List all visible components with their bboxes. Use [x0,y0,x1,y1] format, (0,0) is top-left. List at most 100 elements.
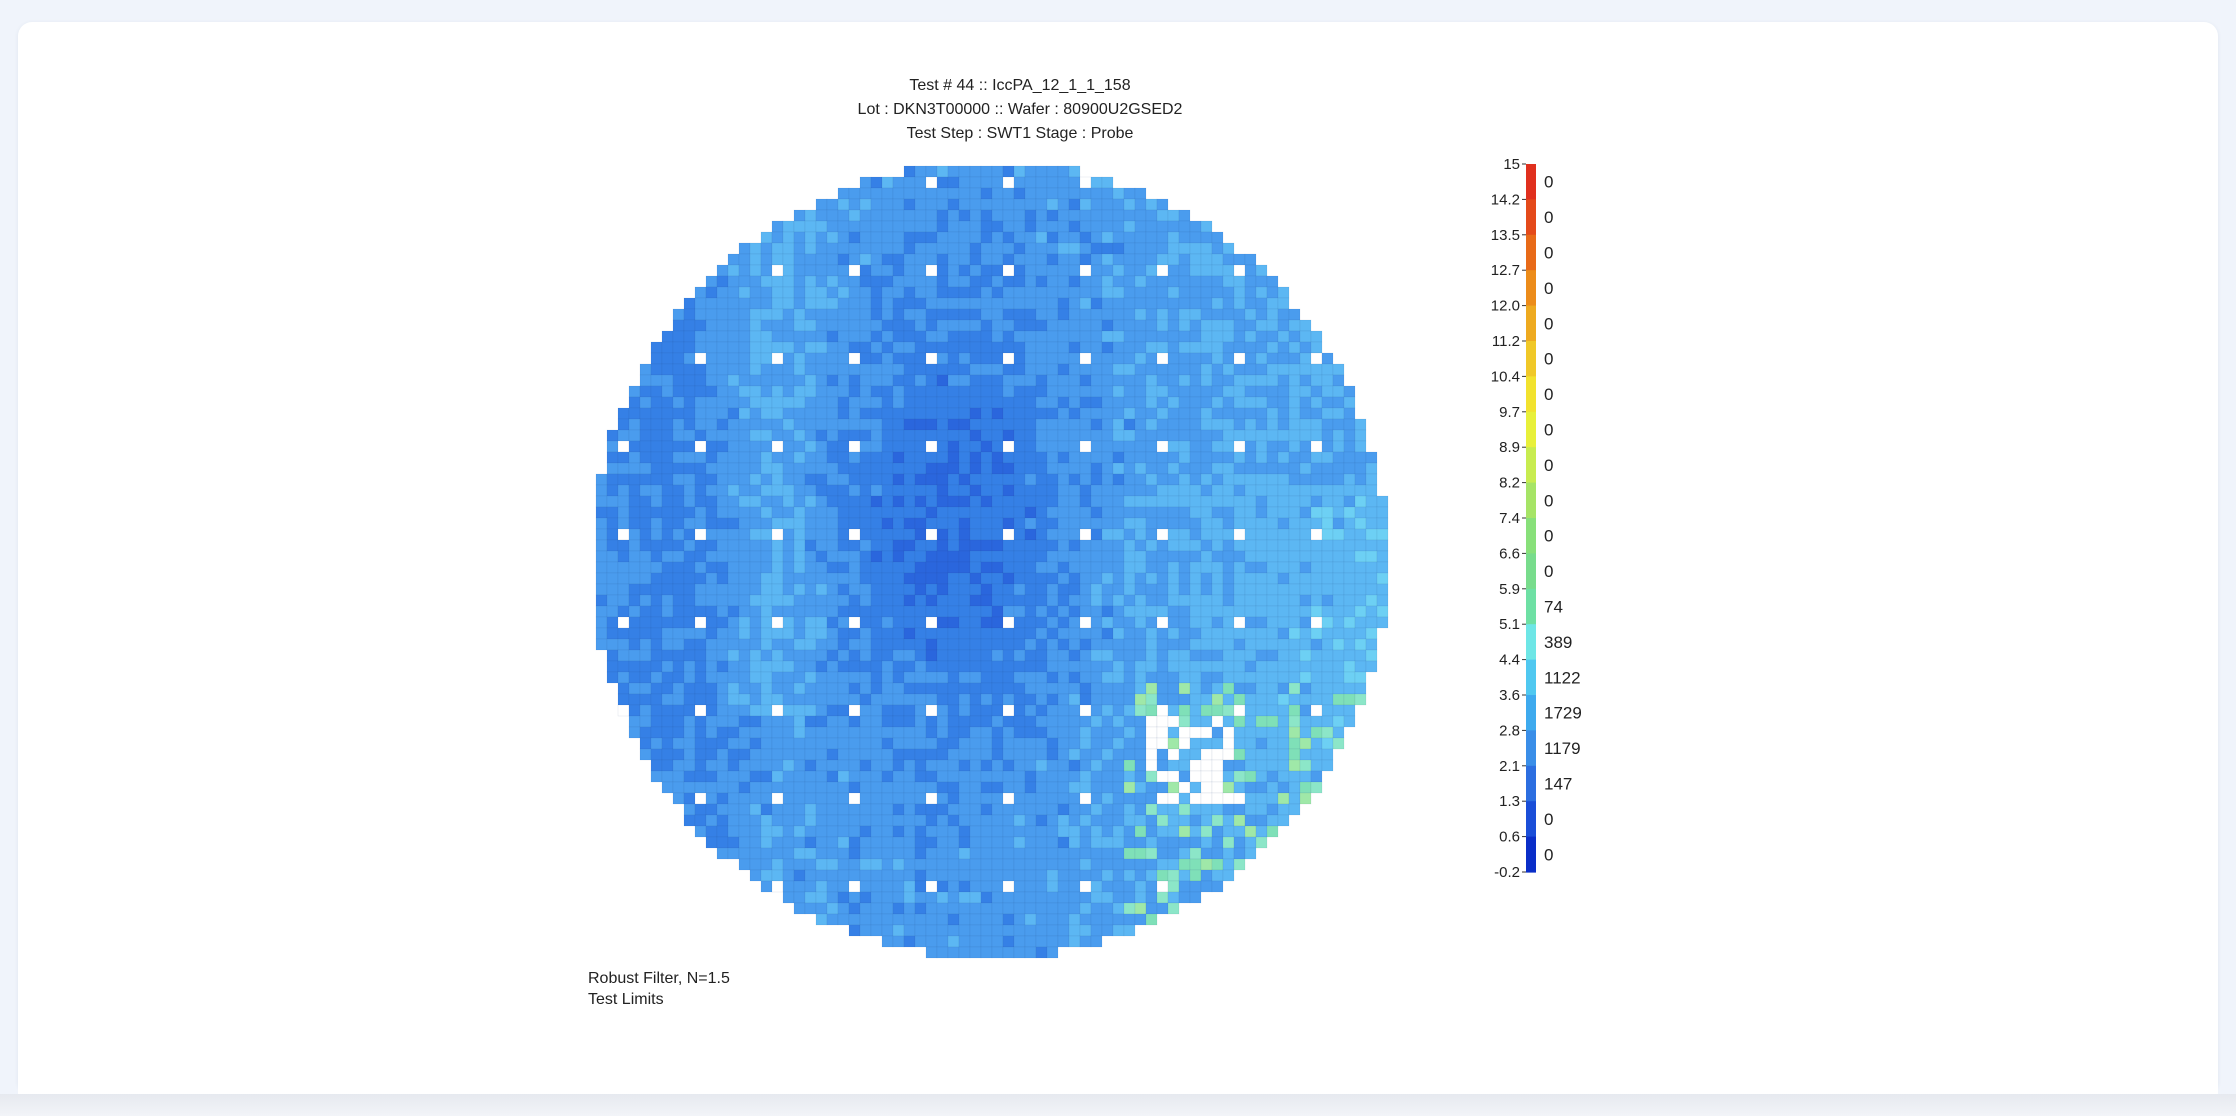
die-cell [881,913,894,926]
die-cell [870,748,883,761]
die-cell [1057,297,1070,310]
die-cell [1112,209,1125,222]
die-cell [639,539,652,552]
die-cell [837,638,850,651]
die-cell [804,495,817,508]
die-cell [1090,825,1103,838]
die-cell [1145,462,1158,475]
die-cell [1145,539,1158,552]
die-cell [881,484,894,497]
die-cell [815,242,828,255]
die-cell [837,352,850,365]
die-cell [859,231,872,244]
die-cell [1266,671,1279,684]
die-cell [870,363,883,376]
die-cell [1222,495,1235,508]
die-cell [903,528,916,541]
die-cell [980,770,993,783]
die-cell [1024,748,1037,761]
die-cell [1156,814,1169,827]
die-cell [903,935,916,948]
die-cell [771,330,784,343]
die-cell [1134,627,1147,640]
die-cell [947,352,960,365]
die-cell [1013,891,1026,904]
die-cell [980,286,993,299]
die-cell [771,374,784,387]
die-cell [1200,660,1213,673]
die-cell [606,660,619,673]
die-cell [1035,418,1048,431]
die-cell [1002,891,1015,904]
die-cell [1178,869,1191,882]
die-cell [1024,671,1037,684]
die-cell [1233,330,1246,343]
die-cell [1233,836,1246,849]
die-cell [848,528,861,541]
die-cell [782,605,795,618]
die-cell [1046,693,1059,706]
die-cell [903,165,916,178]
die-cell [980,660,993,673]
die-cell [1266,759,1279,772]
die-cell [1112,352,1125,365]
die-cell [1112,759,1125,772]
die-cell [1156,319,1169,332]
die-cell [969,583,982,596]
die-cell [1222,473,1235,486]
die-cell [848,737,861,750]
die-cell [606,671,619,684]
die-cell [848,627,861,640]
die-cell [1002,352,1015,365]
die-cell [1112,385,1125,398]
die-cell [793,880,806,893]
die-cell [958,286,971,299]
die-cell [1211,385,1224,398]
die-cell [1024,759,1037,772]
die-cell [1145,528,1158,541]
die-cell [1145,913,1158,926]
die-cell [650,748,663,761]
die-cell [1167,891,1180,904]
die-cell [936,726,949,739]
die-cell [1189,726,1202,739]
die-cell [1266,484,1279,497]
die-cell [1035,616,1048,629]
die-cell [1189,858,1202,871]
die-cell [1332,550,1345,563]
die-cell [848,451,861,464]
die-cell [826,429,839,442]
die-cell [1189,770,1202,783]
die-cell [881,836,894,849]
die-cell [793,561,806,574]
die-cell [1233,429,1246,442]
die-cell [1244,253,1257,266]
die-cell [958,704,971,717]
die-cell [1101,451,1114,464]
die-cell [925,495,938,508]
die-cell [1035,506,1048,519]
die-cell [1046,825,1059,838]
die-cell [991,924,1004,937]
die-cell [980,572,993,585]
die-cell [837,264,850,277]
die-cell [1354,418,1367,431]
die-cell [925,594,938,607]
die-cell [903,704,916,717]
die-cell [958,363,971,376]
die-cell [672,605,685,618]
die-cell [1233,440,1246,453]
die-cell [1310,517,1323,530]
die-cell [1101,275,1114,288]
die-cell [1332,418,1345,431]
die-cell [958,715,971,728]
die-cell [1145,484,1158,497]
die-cell [1145,660,1158,673]
die-cell [1222,792,1235,805]
die-cell [1178,649,1191,662]
die-cell [1068,275,1081,288]
die-cell [639,462,652,475]
die-cell [815,572,828,585]
die-cell [1079,220,1092,233]
die-cell [1035,737,1048,750]
